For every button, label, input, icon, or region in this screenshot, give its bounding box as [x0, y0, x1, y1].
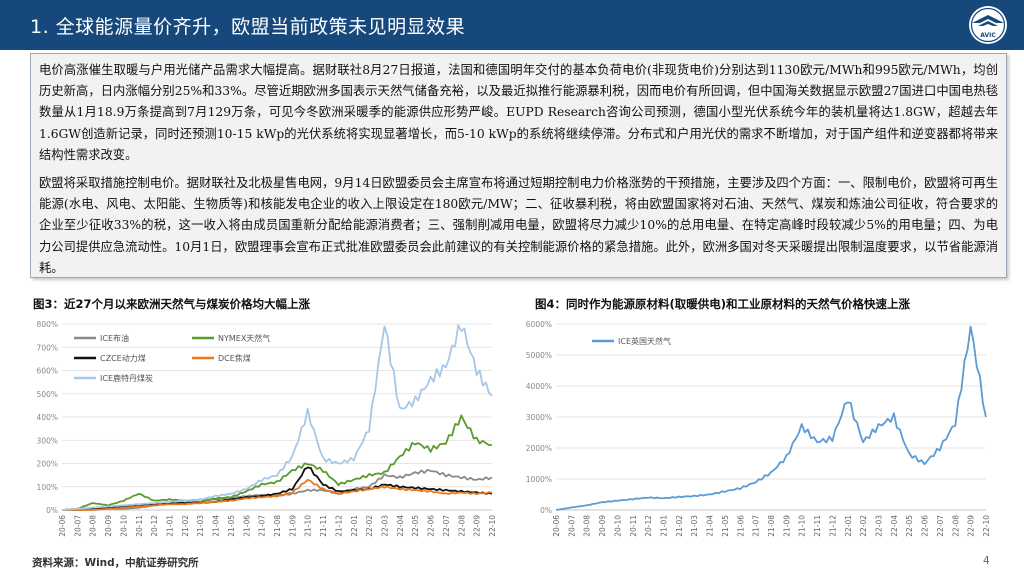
x-tick-label: 20-07: [567, 515, 576, 537]
x-tick-label: 22-08: [951, 515, 960, 537]
legend-label: ICE鹿特丹煤炭: [100, 373, 153, 383]
y-tick-label: 4000%: [526, 382, 552, 391]
y-tick-label: 0%: [46, 506, 58, 515]
y-tick-label: 600%: [37, 367, 58, 376]
data-source-note: 资料来源：Wind，中航证券研究所: [32, 557, 199, 569]
x-tick-label: 21-11: [319, 515, 328, 537]
x-tick-label: 21-09: [288, 515, 297, 537]
x-tick-label: 22-03: [875, 515, 884, 537]
logo-text: AVIC: [980, 32, 996, 39]
x-tick-label: 21-10: [304, 515, 313, 537]
x-tick-label: 22-03: [381, 515, 390, 537]
x-tick-label: 22-10: [488, 515, 497, 537]
x-tick-label: 21-05: [227, 515, 236, 537]
x-tick-label: 21-12: [334, 515, 343, 537]
x-tick-label: 20-07: [73, 515, 82, 537]
y-tick-label: 3000%: [526, 413, 552, 422]
legend-label: DCE焦煤: [218, 353, 251, 363]
x-tick-label: 20-09: [104, 515, 113, 537]
x-tick-label: 22-02: [365, 515, 374, 537]
legend-label: NYMEX天然气: [218, 333, 270, 343]
y-tick-label: 300%: [37, 436, 58, 445]
x-tick-label: 21-06: [242, 515, 251, 537]
x-tick-label: 21-02: [675, 515, 684, 537]
x-tick-label: 20-06: [552, 515, 561, 537]
x-tick-label: 21-07: [752, 515, 761, 537]
x-tick-label: 21-10: [798, 515, 807, 537]
x-tick-label: 21-03: [196, 515, 205, 537]
x-tick-label: 20-10: [119, 515, 128, 537]
x-tick-label: 22-01: [844, 515, 853, 537]
x-tick-label: 22-02: [859, 515, 868, 537]
paragraph-electricity-demand: 电价高涨催生取暖与户用光储产品需求大幅提高。据财联社8月27日报道，法国和德国明…: [39, 63, 998, 162]
x-tick-label: 22-04: [890, 515, 899, 537]
x-tick-label: 22-06: [427, 515, 436, 537]
x-tick-label: 21-04: [706, 515, 715, 537]
series-line: [62, 478, 493, 511]
x-tick-label: 21-04: [212, 515, 221, 537]
y-tick-label: 400%: [37, 413, 58, 422]
x-tick-label: 21-06: [736, 515, 745, 537]
series-line: [61, 324, 493, 511]
x-tick-label: 20-08: [583, 515, 592, 537]
figure-4-title: 图4：同时作为能源原材料(取暖供电)和工业原材料的天然气价格快速上涨: [535, 297, 911, 311]
x-tick-label: 20-12: [644, 515, 653, 537]
x-tick-label: 22-05: [411, 515, 420, 537]
y-tick-label: 800%: [37, 320, 58, 329]
y-tick-label: 500%: [37, 390, 58, 399]
legend-label: ICE英国天然气: [618, 336, 671, 346]
y-tick-label: 100%: [37, 483, 58, 492]
x-tick-label: 22-09: [473, 515, 482, 537]
x-tick-label: 20-06: [58, 515, 67, 537]
x-tick-label: 22-07: [442, 515, 451, 537]
header-bar: 1. 全球能源量价齐升，欧盟当前政策未见明显效果 AVIC: [0, 0, 1024, 50]
y-tick-label: 700%: [37, 343, 58, 352]
x-tick-label: 21-01: [166, 515, 175, 537]
x-tick-label: 20-12: [150, 515, 159, 537]
x-tick-label: 22-07: [936, 515, 945, 537]
x-tick-label: 21-12: [828, 515, 837, 537]
x-tick-label: 20-11: [629, 515, 638, 537]
y-tick-label: 1000%: [526, 475, 552, 484]
summary-text-box: 电价高涨催生取暖与户用光储产品需求大幅提高。据财联社8月27日报道，法国和德国明…: [30, 53, 1007, 278]
x-tick-label: 20-09: [598, 515, 607, 537]
x-tick-label: 21-09: [782, 515, 791, 537]
page-number: 4: [983, 555, 990, 567]
y-tick-label: 2000%: [526, 444, 552, 453]
legend-label: CZCE动力煤: [100, 353, 146, 363]
x-tick-label: 22-05: [905, 515, 914, 537]
x-tick-label: 21-08: [767, 515, 776, 537]
y-tick-label: 0%: [540, 506, 552, 515]
series-line: [61, 414, 493, 511]
energy-price-chart: 0% 100% 200% 300% 400% 500% 600% 700% 800% 20-06 2…: [37, 320, 497, 537]
x-tick-label: 22-10: [982, 515, 991, 537]
x-tick-label: 21-02: [181, 515, 190, 537]
x-tick-label: 22-09: [967, 515, 976, 537]
uk-gas-price-chart: 0% 1000% 2000% 3000% 4000% 5000% 6000% 20-06 20-…: [526, 320, 991, 537]
legend-label: ICE布油: [100, 333, 129, 343]
paragraph-eu-measures: 欧盟将采取措施控制电价。据财联社及北极星售电网，9月14日欧盟委员会主席宣布将通…: [39, 176, 998, 275]
page-title: 1. 全球能源量价齐升，欧盟当前政策未见明显效果: [30, 16, 466, 38]
x-tick-label: 22-06: [921, 515, 930, 537]
y-tick-label: 5000%: [526, 351, 552, 360]
series-line: [62, 466, 493, 511]
x-tick-label: 22-01: [350, 515, 359, 537]
x-tick-label: 21-08: [273, 515, 282, 537]
figure-3-title: 图3：近27个月以来欧洲天然气与煤炭价格均大幅上涨: [33, 297, 311, 311]
x-tick-label: 22-08: [457, 515, 466, 537]
x-tick-label: 21-05: [721, 515, 730, 537]
x-tick-label: 21-01: [660, 515, 669, 537]
y-tick-label: 200%: [37, 460, 58, 469]
x-tick-label: 21-11: [813, 515, 822, 537]
x-tick-label: 21-03: [690, 515, 699, 537]
x-tick-label: 20-10: [613, 515, 622, 537]
series-line: [555, 325, 987, 511]
x-tick-label: 20-08: [89, 515, 98, 537]
y-tick-label: 6000%: [526, 320, 552, 329]
x-tick-label: 21-07: [258, 515, 267, 537]
avic-logo-icon: AVIC: [969, 6, 1007, 44]
x-tick-label: 20-11: [135, 515, 144, 537]
x-tick-label: 22-04: [396, 515, 405, 537]
